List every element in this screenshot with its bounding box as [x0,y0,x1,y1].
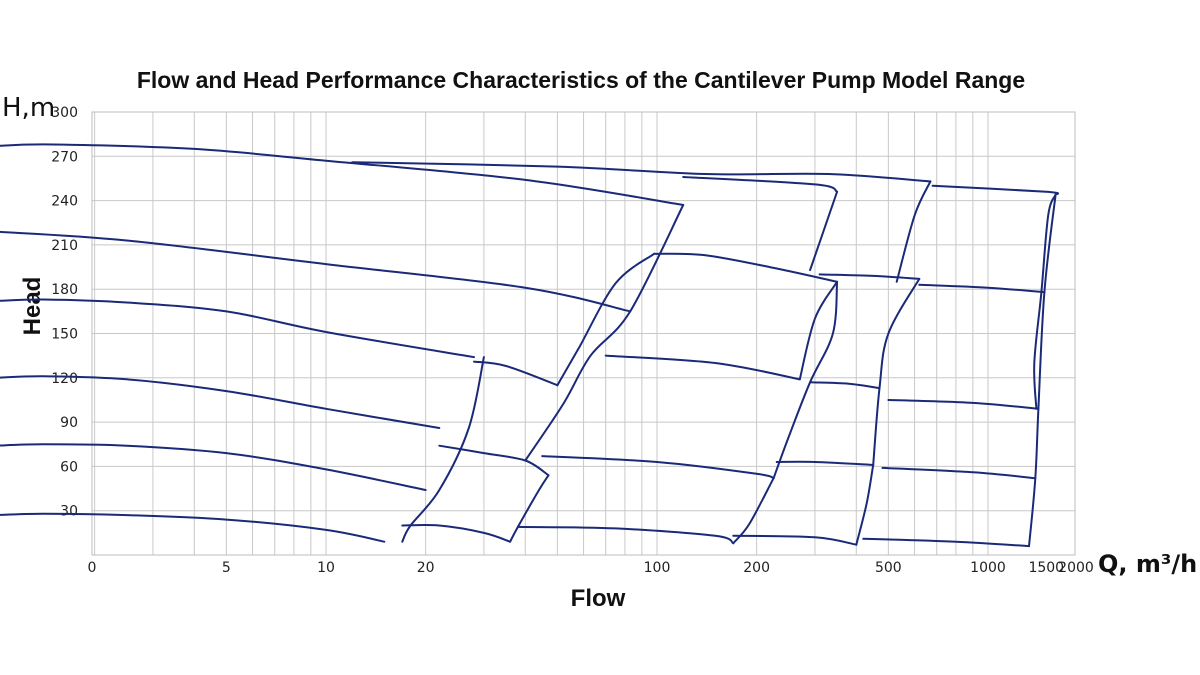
y-axis-unit: H,m [2,93,55,123]
performance-curve-3 [0,298,475,359]
performance-curve-27 [556,252,656,387]
x-tick-label: 200 [743,560,770,576]
performance-curve-5 [0,143,685,206]
performance-curve-0 [0,512,386,543]
performance-curve-9 [401,523,512,543]
y-axis-title: Head [19,277,46,336]
x-tick-label: 20 [417,560,435,576]
x-tick-label: 0 [88,560,97,576]
x-tick-label: 1000 [970,560,1006,576]
performance-curve-10 [438,444,550,477]
plot-frame [91,111,1076,556]
performance-curve-11 [473,360,559,387]
performance-curve-29 [772,280,839,480]
x-axis-title: Flow [571,585,626,612]
performance-curve-31 [809,190,839,271]
performance-curve-28 [732,477,775,545]
performance-curve-26 [524,204,685,462]
y-tick-labels: 30 60 90 120 150 180 210 240 270 300 [51,105,78,520]
x-tick-label: 5 [222,560,231,576]
performance-curve-12 [516,525,735,545]
performance-curve-18 [809,381,881,390]
performance-curve-25 [509,474,550,543]
performance-curve-23 [862,537,1030,548]
y-tick-label: 120 [51,371,78,387]
performance-curve-4 [0,230,632,313]
performance-curve-35 [1028,193,1057,548]
y-tick-label: 30 [60,504,78,520]
chart-title: Flow and Head Performance Characteristic… [137,67,1025,93]
performance-curves [0,143,1060,548]
y-tick-label: 60 [60,459,78,475]
performance-curve-16 [732,534,858,546]
grid-lines [92,111,1075,555]
performance-curve-33 [872,277,921,466]
performance-curve-34 [895,180,932,283]
y-tick-label: 300 [51,105,78,121]
performance-curve-19 [818,273,921,280]
performance-curve-1 [0,443,427,491]
x-tick-label: 2000 [1058,560,1094,576]
x-axis-unit: Q, m³/h [1098,550,1197,578]
performance-curve-22 [918,283,1046,294]
x-tick-label: 1500 [1028,560,1064,576]
performance-curve-21 [887,399,1040,410]
performance-curve-6 [351,161,932,183]
x-tick-label: 100 [644,560,671,576]
performance-curve-20 [881,466,1037,480]
y-tick-label: 270 [51,149,78,165]
x-tick-label: 500 [875,560,902,576]
performance-curve-17 [775,460,875,466]
y-tick-label: 210 [51,238,78,254]
performance-curve-30 [798,280,839,381]
performance-curve-7 [682,176,839,193]
y-tick-label: 180 [51,282,78,298]
performance-curve-24 [401,356,485,543]
performance-curve-8 [931,184,1060,196]
performance-curve-15 [653,252,839,283]
performance-curve-2 [0,375,441,429]
y-tick-label: 150 [51,327,78,343]
y-tick-label: 240 [51,194,78,210]
performance-curve-13 [541,455,775,480]
performance-curve-32 [855,463,875,546]
x-tick-label: 10 [317,560,335,576]
performance-curve-36 [1033,193,1057,410]
y-tick-label: 90 [60,415,78,431]
performance-curve-14 [604,354,801,381]
